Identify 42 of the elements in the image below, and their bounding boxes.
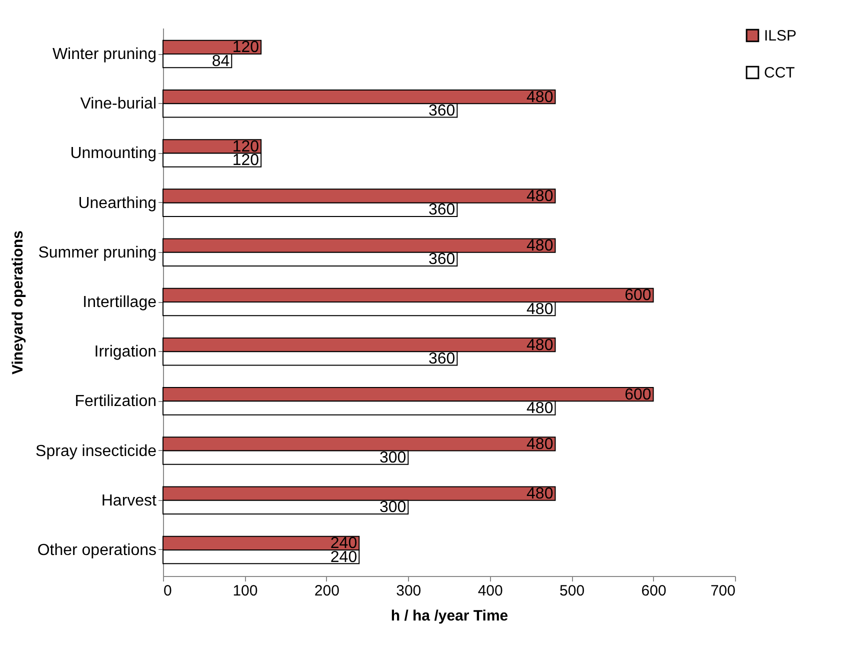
y-axis-title: Vineyard operations — [10, 230, 27, 374]
data-label: 480 — [526, 238, 554, 255]
x-tick-label: 100 — [232, 582, 258, 600]
data-label: 480 — [526, 88, 554, 106]
legend-label: CCT — [764, 64, 795, 82]
data-label: 84 — [212, 52, 230, 70]
x-tick-label: 400 — [478, 582, 503, 600]
y-tick-label: Other operations — [37, 542, 156, 559]
y-tick-label: Winter pruning — [52, 46, 156, 64]
x-tick-label: 0 — [164, 582, 172, 600]
y-tick-label: Harvest — [101, 492, 158, 510]
data-label: 600 — [624, 287, 652, 304]
data-label: 480 — [526, 300, 554, 318]
data-label: 480 — [526, 188, 554, 205]
y-tick-label: Intertillage — [82, 294, 157, 311]
y-tick-label: Unearthing — [78, 194, 156, 212]
data-label: 480 — [526, 400, 554, 418]
legend-label: ILSP — [764, 28, 797, 44]
y-tick-label: Summer pruning — [38, 244, 156, 262]
y-tick-label: Unmounting — [70, 145, 156, 162]
data-label: 480 — [526, 336, 554, 354]
x-tick-label: 500 — [560, 582, 585, 600]
data-label: 360 — [428, 102, 456, 120]
data-label: 240 — [330, 548, 358, 566]
x-tick-label: 600 — [641, 582, 666, 600]
x-tick-label: 700 — [710, 582, 736, 600]
data-label: 480 — [526, 436, 554, 453]
x-tick-label: 300 — [396, 582, 422, 600]
y-tick-label: Fertilization — [74, 393, 156, 410]
data-label: 480 — [526, 486, 554, 503]
data-label: 120 — [232, 39, 260, 56]
data-label: 360 — [428, 202, 456, 219]
x-axis-title: h / ha /year Time — [390, 608, 508, 624]
data-label: 300 — [379, 450, 406, 467]
data-label: 360 — [428, 251, 456, 268]
x-tick-label: 200 — [314, 582, 340, 600]
y-tick-label: Vine-burial — [80, 96, 156, 113]
data-label: 360 — [428, 350, 456, 368]
y-tick-label: Spray insecticide — [36, 442, 157, 460]
data-label: 300 — [379, 499, 406, 516]
y-tick-label: Irrigation — [94, 344, 156, 361]
data-label: 600 — [624, 386, 652, 404]
